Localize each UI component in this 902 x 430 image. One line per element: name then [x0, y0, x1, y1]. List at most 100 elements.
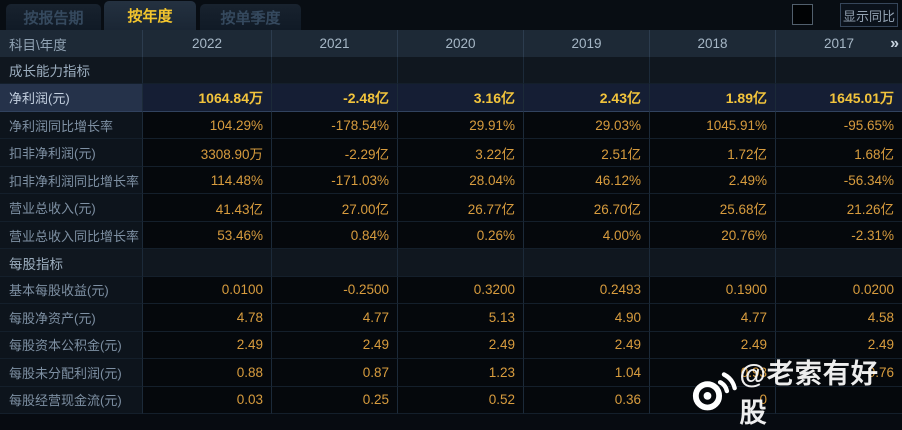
row-label: 每股经营现金流(元) — [0, 386, 143, 415]
table-cell: -2.31% — [776, 221, 902, 250]
table-cell: 5.13 — [398, 304, 524, 332]
table-cell — [272, 57, 398, 85]
table-cell: 3308.90万 — [143, 139, 272, 167]
table-cell: 27.00亿 — [272, 194, 398, 222]
row-label: 营业总收入(元) — [0, 194, 143, 222]
row-label: 每股资本公积金(元) — [0, 331, 143, 360]
table-cell: 4.78 — [143, 304, 272, 332]
table-cell: 25.68亿 — [650, 194, 776, 222]
row-label: 净利润同比增长率 — [0, 111, 143, 140]
row-label: 每股未分配利润(元) — [0, 359, 143, 387]
more-columns-arrow-icon[interactable]: » — [890, 34, 899, 52]
table-cell — [143, 249, 272, 277]
table-row[interactable]: 基本每股收益(元) 0.0100 -0.2500 0.3200 0.2493 0.1900… — [0, 276, 902, 305]
table-cell: 0.03 — [143, 386, 272, 415]
table-cell: 0.2493 — [524, 276, 650, 305]
row-label: 每股净资产(元) — [0, 304, 143, 332]
table-cell: -2.48亿 — [272, 84, 398, 112]
table-cell: 1.72亿 — [650, 139, 776, 167]
table-cell: 53.46% — [143, 221, 272, 250]
table-cell: 1.89亿 — [650, 84, 776, 112]
table-cell: 0.52 — [398, 386, 524, 415]
table-cell — [776, 386, 902, 415]
show-yoy-label[interactable]: 显示同比 — [840, 3, 898, 27]
row-label: 扣非净利润同比增长率 — [0, 166, 143, 195]
table-cell: 4.77 — [650, 304, 776, 332]
table-cell: 2.49% — [650, 166, 776, 195]
corner-header-cell: 科目\年度 — [0, 30, 143, 57]
table-cell: 3.16亿 — [398, 84, 524, 112]
row-label: 成长能力指标 — [0, 57, 143, 85]
table-cell: 1.04 — [524, 359, 650, 387]
table-cell: 2.49 — [272, 331, 398, 360]
table-cell — [143, 57, 272, 85]
financial-table-body: 成长能力指标 净利润(元) 1064.84万 -2.48亿 3.16亿 2.43亿 1.89… — [0, 57, 902, 415]
section-header-row[interactable]: 成长能力指标 — [0, 57, 902, 85]
table-cell: 2.49 — [650, 331, 776, 360]
tab-by-report-period[interactable]: 按报告期 — [6, 4, 101, 30]
row-label: 营业总收入同比增长率 — [0, 221, 143, 250]
table-row[interactable]: 营业总收入同比增长率 53.46% 0.84% 0.26% 4.00% 20.76% -2.… — [0, 221, 902, 250]
period-tabbar: 按报告期 按年度 按单季度 显示同比 — [0, 0, 902, 30]
table-cell — [650, 249, 776, 277]
table-cell: 4.00% — [524, 221, 650, 250]
table-cell: -171.03% — [272, 166, 398, 195]
table-cell: 29.91% — [398, 111, 524, 140]
table-row[interactable]: 扣非净利润(元) 3308.90万 -2.29亿 3.22亿 2.51亿 1.72亿 1.6… — [0, 139, 902, 167]
table-cell: -95.65% — [776, 111, 902, 140]
table-cell: 4.77 — [272, 304, 398, 332]
table-cell: 0.3200 — [398, 276, 524, 305]
table-cell: 21.26亿 — [776, 194, 902, 222]
year-header-2019: 2019 — [524, 30, 650, 57]
table-row[interactable]: 每股未分配利润(元) 0.88 0.87 1.23 1.04 0.93 0.76 — [0, 359, 902, 387]
table-cell: 0.76 — [776, 359, 902, 387]
table-cell: 1.68亿 — [776, 139, 902, 167]
table-cell: 0 — [650, 386, 776, 415]
table-cell — [776, 57, 902, 85]
table-cell: 0.84% — [272, 221, 398, 250]
table-cell: 20.76% — [650, 221, 776, 250]
table-row[interactable]: 净利润(元) 1064.84万 -2.48亿 3.16亿 2.43亿 1.89亿 1645.… — [0, 84, 902, 112]
table-cell: 2.51亿 — [524, 139, 650, 167]
table-cell — [398, 57, 524, 85]
table-cell: 1.23 — [398, 359, 524, 387]
table-cell: -0.2500 — [272, 276, 398, 305]
tab-by-single-quarter[interactable]: 按单季度 — [200, 4, 301, 30]
table-cell: 26.77亿 — [398, 194, 524, 222]
table-cell — [398, 249, 524, 277]
table-cell: 4.58 — [776, 304, 902, 332]
table-row[interactable]: 营业总收入(元) 41.43亿 27.00亿 26.77亿 26.70亿 25.68亿 21… — [0, 194, 902, 222]
table-cell — [272, 249, 398, 277]
table-cell: 2.49 — [143, 331, 272, 360]
table-cell: 0.93 — [650, 359, 776, 387]
table-row[interactable]: 净利润同比增长率 104.29% -178.54% 29.91% 29.03% 1045.… — [0, 111, 902, 140]
row-label: 基本每股收益(元) — [0, 276, 143, 305]
table-cell: 1064.84万 — [143, 84, 272, 112]
tab-by-year[interactable]: 按年度 — [104, 1, 196, 30]
table-cell: 0.0200 — [776, 276, 902, 305]
table-cell: 0.88 — [143, 359, 272, 387]
table-row[interactable]: 每股净资产(元) 4.78 4.77 5.13 4.90 4.77 4.58 — [0, 304, 902, 332]
table-row[interactable]: 扣非净利润同比增长率 114.48% -171.03% 28.04% 46.12% 2.4… — [0, 166, 902, 195]
table-cell: 0.0100 — [143, 276, 272, 305]
year-header-2017: 2017 » — [776, 30, 902, 57]
row-label: 净利润(元) — [0, 84, 143, 112]
table-cell: 0.36 — [524, 386, 650, 415]
year-header-2018: 2018 — [650, 30, 776, 57]
table-cell: 2.49 — [524, 331, 650, 360]
table-cell — [524, 57, 650, 85]
table-row[interactable]: 每股经营现金流(元) 0.03 0.25 0.52 0.36 0 — [0, 386, 902, 415]
year-header-2017-label: 2017 — [823, 36, 855, 51]
table-cell: 114.48% — [143, 166, 272, 195]
table-cell — [650, 57, 776, 85]
table-cell: 3.22亿 — [398, 139, 524, 167]
table-row[interactable]: 每股资本公积金(元) 2.49 2.49 2.49 2.49 2.49 2.49 — [0, 331, 902, 360]
year-header-2021: 2021 — [272, 30, 398, 57]
table-cell: 4.90 — [524, 304, 650, 332]
table-cell: 0.87 — [272, 359, 398, 387]
table-cell: -178.54% — [272, 111, 398, 140]
section-header-row[interactable]: 每股指标 — [0, 249, 902, 277]
show-yoy-checkbox[interactable] — [792, 4, 813, 25]
year-header-2022: 2022 — [143, 30, 272, 57]
table-cell — [524, 249, 650, 277]
